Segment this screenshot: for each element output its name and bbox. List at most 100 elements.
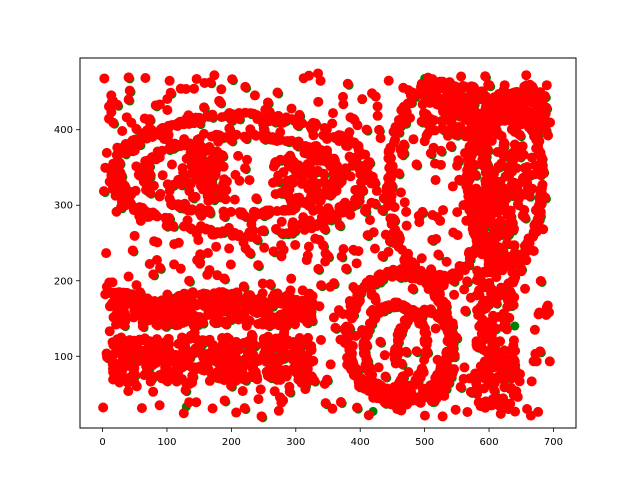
data-point-red [250, 367, 261, 378]
data-point-red [530, 169, 541, 180]
x-tick-label: 300 [286, 437, 305, 448]
data-point-red [535, 186, 546, 197]
data-point-red [215, 365, 226, 376]
data-point-red [108, 117, 119, 128]
data-point-red [486, 122, 497, 133]
data-point-red [281, 298, 292, 309]
data-point-red [177, 163, 188, 174]
data-point-red [211, 241, 222, 252]
data-point-red [516, 263, 527, 274]
data-point-red [509, 275, 520, 286]
data-point-red [487, 333, 498, 344]
data-point-red [193, 235, 204, 246]
data-point-red [401, 262, 412, 273]
data-point-red [282, 175, 293, 186]
data-point-red [276, 216, 287, 227]
data-point-red [199, 77, 210, 88]
data-point-red [517, 141, 528, 152]
data-point-red [136, 403, 147, 414]
data-point-red [259, 242, 270, 253]
data-point-red [204, 205, 215, 216]
data-point-red [169, 239, 180, 250]
data-point-red [507, 166, 518, 177]
data-point-red [411, 159, 422, 170]
data-point-red [335, 334, 346, 345]
data-point-red [210, 296, 221, 307]
data-point-red [315, 334, 326, 345]
data-point-red [364, 215, 375, 226]
data-point-red [268, 161, 279, 172]
data-point-red [533, 309, 544, 320]
data-point-red [161, 294, 172, 305]
data-point-red [306, 371, 317, 382]
data-point-red [428, 142, 439, 153]
data-point-red [370, 278, 381, 289]
data-point-red [199, 102, 210, 113]
data-point-red [469, 143, 480, 154]
data-point-red [426, 279, 437, 290]
data-point-red [452, 160, 463, 171]
data-point-red [183, 294, 194, 305]
data-point-red [322, 145, 333, 156]
data-point-red [244, 247, 255, 258]
data-point-red [131, 123, 142, 134]
data-point-red [124, 361, 135, 372]
data-point-red [361, 159, 372, 170]
data-point-red [435, 360, 446, 371]
data-point-red [320, 248, 331, 259]
data-point-red [225, 259, 236, 270]
data-point-red [350, 284, 361, 295]
data-point-red [470, 368, 481, 379]
data-point-red [100, 162, 111, 173]
data-point-red [344, 296, 355, 307]
data-point-red [219, 174, 230, 185]
data-point-red [338, 99, 349, 110]
data-point-red [195, 221, 206, 232]
data-point-red [523, 106, 534, 117]
data-point-red [522, 177, 533, 188]
data-point-red [184, 223, 195, 234]
data-point-red [262, 97, 273, 108]
data-point-red [361, 354, 372, 365]
data-point-red [338, 244, 349, 255]
data-point-red [253, 260, 264, 271]
data-point-red [290, 239, 301, 250]
data-point-red [244, 175, 255, 186]
data-point-red [298, 212, 309, 223]
data-point-red [506, 124, 517, 135]
data-point-red [510, 365, 521, 376]
data-point-red [218, 206, 229, 217]
data-point-red [540, 91, 551, 102]
data-point-red [219, 395, 230, 406]
data-point-red [436, 304, 447, 315]
data-point-red [247, 297, 258, 308]
data-point-red [163, 123, 174, 134]
data-point-red [309, 184, 320, 195]
data-point-red [99, 73, 110, 84]
data-point-red [151, 334, 162, 345]
data-point-red [245, 124, 256, 135]
data-point-red [447, 102, 458, 113]
data-point-red [223, 222, 234, 233]
data-point-red [126, 136, 137, 147]
data-point-red [510, 345, 521, 356]
data-point-red [379, 385, 390, 396]
data-point-red [393, 126, 404, 137]
data-point-red [410, 392, 421, 403]
data-point-red [201, 164, 212, 175]
data-point-red [404, 112, 415, 123]
data-point-red [251, 234, 262, 245]
data-point-red [269, 177, 280, 188]
data-point-red [526, 97, 537, 108]
data-point-red [517, 210, 528, 221]
data-point-red [164, 213, 175, 224]
data-point-red [541, 309, 552, 320]
data-point-red [289, 296, 300, 307]
data-point-red [336, 171, 347, 182]
data-point-red [123, 94, 134, 105]
data-point-red [535, 346, 546, 357]
data-point-red [242, 154, 253, 165]
data-point-red [499, 80, 510, 91]
data-point-red [101, 147, 112, 158]
data-point-red [198, 184, 209, 195]
